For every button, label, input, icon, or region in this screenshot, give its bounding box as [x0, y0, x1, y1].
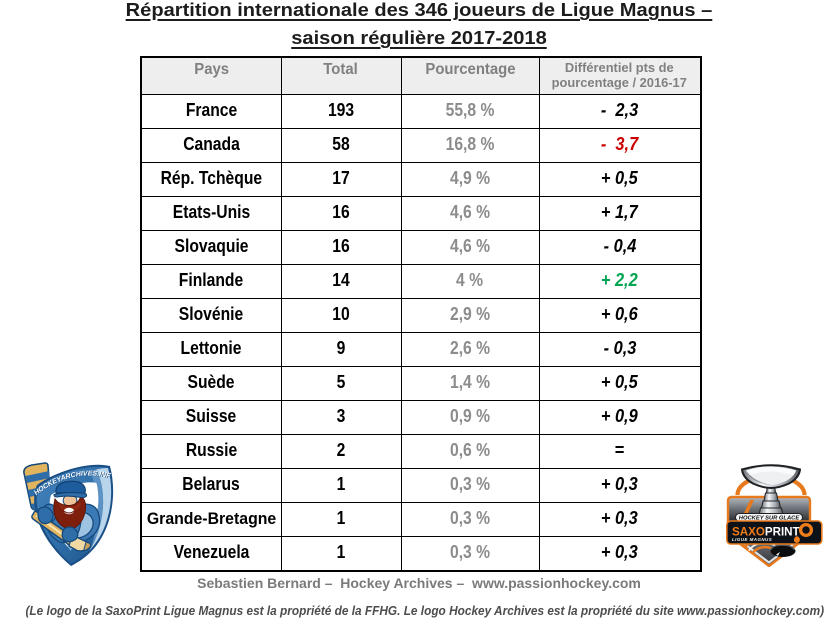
svg-text:LIGUE MAGNUS: LIGUE MAGNUS	[732, 537, 772, 542]
svg-text:HOCKEY SUR GLACE: HOCKEY SUR GLACE	[739, 516, 801, 522]
svg-text:SAXOPRINT: SAXOPRINT	[732, 526, 800, 539]
